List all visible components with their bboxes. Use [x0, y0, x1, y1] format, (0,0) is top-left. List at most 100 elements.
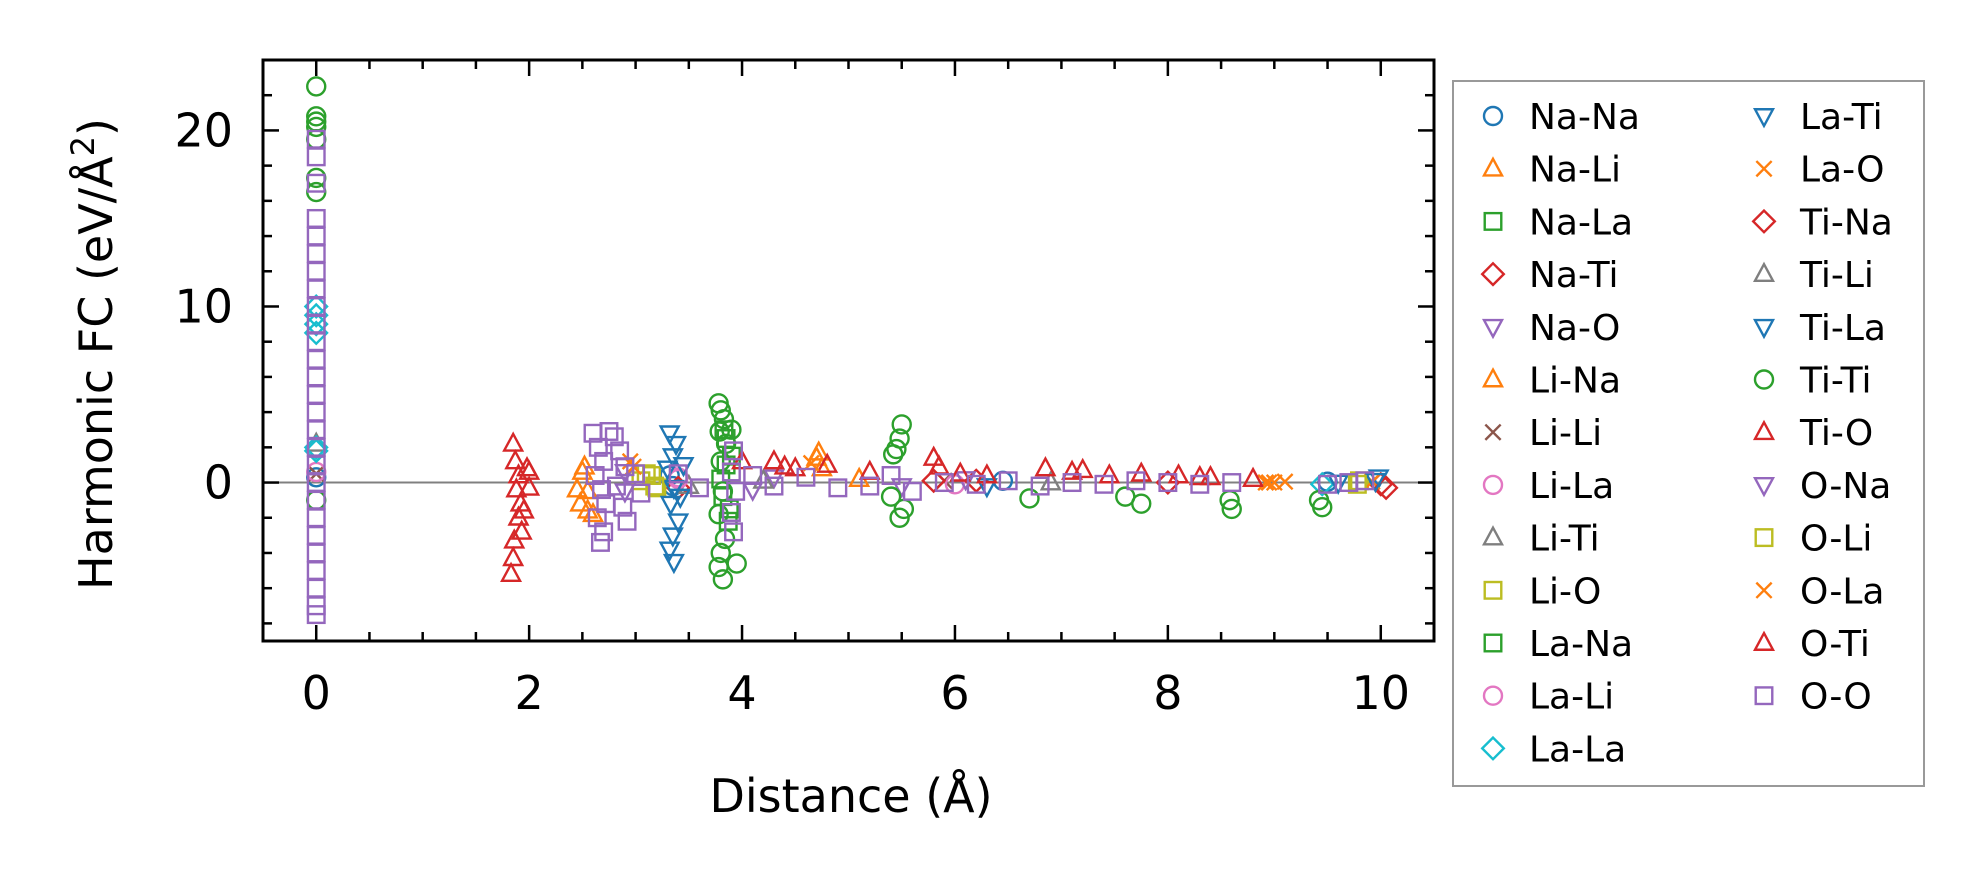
data-point — [658, 425, 681, 446]
legend-entry: Ti-Ti — [1753, 361, 1871, 402]
legend-entry: La-Li — [1482, 677, 1614, 718]
data-point — [934, 473, 954, 493]
legend-entry: La-Na — [1483, 624, 1633, 665]
data-point — [613, 464, 636, 485]
data-point — [1071, 457, 1094, 479]
data-point — [1222, 473, 1242, 493]
data-point — [1355, 471, 1375, 491]
y-axis-title-close: ) — [69, 118, 123, 136]
data-point — [512, 498, 535, 519]
x-tick-label: 0 — [302, 666, 331, 720]
data-point — [518, 459, 541, 480]
legend-label: Ti-O — [1799, 413, 1873, 454]
series-ti-la — [669, 456, 1387, 510]
legend-marker — [1751, 208, 1777, 234]
legend-label: La-Na — [1529, 624, 1633, 665]
legend-marker — [1482, 474, 1504, 496]
legend-label: Li-Na — [1529, 361, 1621, 402]
data-point — [500, 561, 523, 583]
legend-marker — [1752, 108, 1776, 129]
legend-entry: O-O — [1754, 677, 1872, 718]
legend-entry: La-Ti — [1752, 97, 1883, 138]
data-point — [656, 460, 679, 481]
x-tick-label: 4 — [727, 666, 756, 720]
data-point — [631, 483, 651, 503]
data-point — [505, 477, 528, 498]
data-point — [709, 421, 730, 442]
data-point — [762, 448, 785, 470]
data-point — [752, 468, 775, 489]
data-point — [1115, 486, 1136, 507]
data-point — [689, 478, 709, 498]
legend-label: La-Li — [1529, 677, 1614, 718]
data-point — [1309, 471, 1335, 497]
legend: Na-Na Na-Li Na-La Na-Ti Na-O Li-Na Li-Li Li-La L… — [1452, 80, 1925, 787]
x-tick-label: 10 — [1351, 666, 1410, 720]
data-point — [998, 471, 1018, 491]
series-o-li — [636, 464, 1367, 496]
legend-entry: Li-O — [1483, 571, 1601, 612]
legend-marker — [1482, 105, 1504, 127]
legend-label: Ti-Na — [1799, 202, 1893, 243]
data-point — [510, 519, 533, 540]
data-point — [975, 463, 998, 484]
data-point — [721, 419, 742, 440]
legend-label: Na-La — [1529, 202, 1633, 243]
legend-label: Ti-Ti — [1799, 361, 1871, 402]
data-point — [1276, 473, 1294, 491]
legend-entry: Li-Li — [1484, 413, 1602, 454]
data-point — [588, 437, 608, 457]
data-point — [807, 440, 830, 461]
legend-label: Na-Na — [1529, 97, 1640, 138]
data-point — [773, 454, 796, 475]
legend-marker — [1484, 423, 1502, 441]
legend-label: Na-Ti — [1529, 255, 1619, 296]
legend-label: Ti-Li — [1799, 255, 1874, 296]
y-tick-label: 0 — [204, 456, 233, 510]
data-point — [764, 476, 784, 496]
legend-entry: Na-Li — [1481, 150, 1621, 191]
data-point — [502, 545, 525, 567]
legend-marker — [1754, 528, 1774, 548]
data-point — [710, 451, 731, 472]
legend-marker — [1481, 367, 1505, 388]
data-point — [1327, 474, 1350, 495]
data-point — [966, 474, 986, 494]
legend-marker — [1483, 580, 1503, 600]
legend-label: O-La — [1800, 571, 1884, 612]
data-point — [714, 420, 734, 440]
data-point — [569, 491, 592, 512]
series-ti-li — [752, 468, 1062, 491]
data-point — [667, 513, 690, 534]
data-point — [796, 467, 816, 487]
data-point — [1318, 474, 1338, 494]
legend-label: Ti-La — [1799, 308, 1886, 349]
data-point — [1242, 466, 1265, 487]
legend-marker — [1483, 211, 1503, 231]
x-tick-label: 6 — [940, 666, 969, 720]
data-point — [1094, 474, 1114, 494]
x-tick-label: 8 — [1153, 666, 1182, 720]
data-point — [726, 553, 747, 574]
data-point — [710, 400, 731, 421]
legend-label: O-Ti — [1800, 624, 1870, 665]
legend-label: La-O — [1800, 150, 1884, 191]
data-point — [606, 476, 626, 496]
data-point — [518, 475, 541, 496]
data-point — [592, 480, 612, 500]
legend-entry: O-Li — [1754, 519, 1872, 560]
x-axis-title: Distance (Å) — [709, 769, 992, 823]
data-point — [949, 461, 972, 482]
legend-marker — [1483, 633, 1503, 653]
legend-label: Li-Ti — [1529, 519, 1600, 560]
data-point — [860, 476, 880, 496]
data-point — [613, 497, 633, 517]
legend-entry: Ti-Na — [1751, 202, 1893, 243]
data-point — [1190, 474, 1210, 494]
plot-area — [263, 76, 1434, 625]
data-point — [587, 508, 607, 528]
legend-label: Li-Li — [1529, 413, 1602, 454]
data-point — [662, 553, 685, 575]
data-point — [891, 414, 912, 435]
